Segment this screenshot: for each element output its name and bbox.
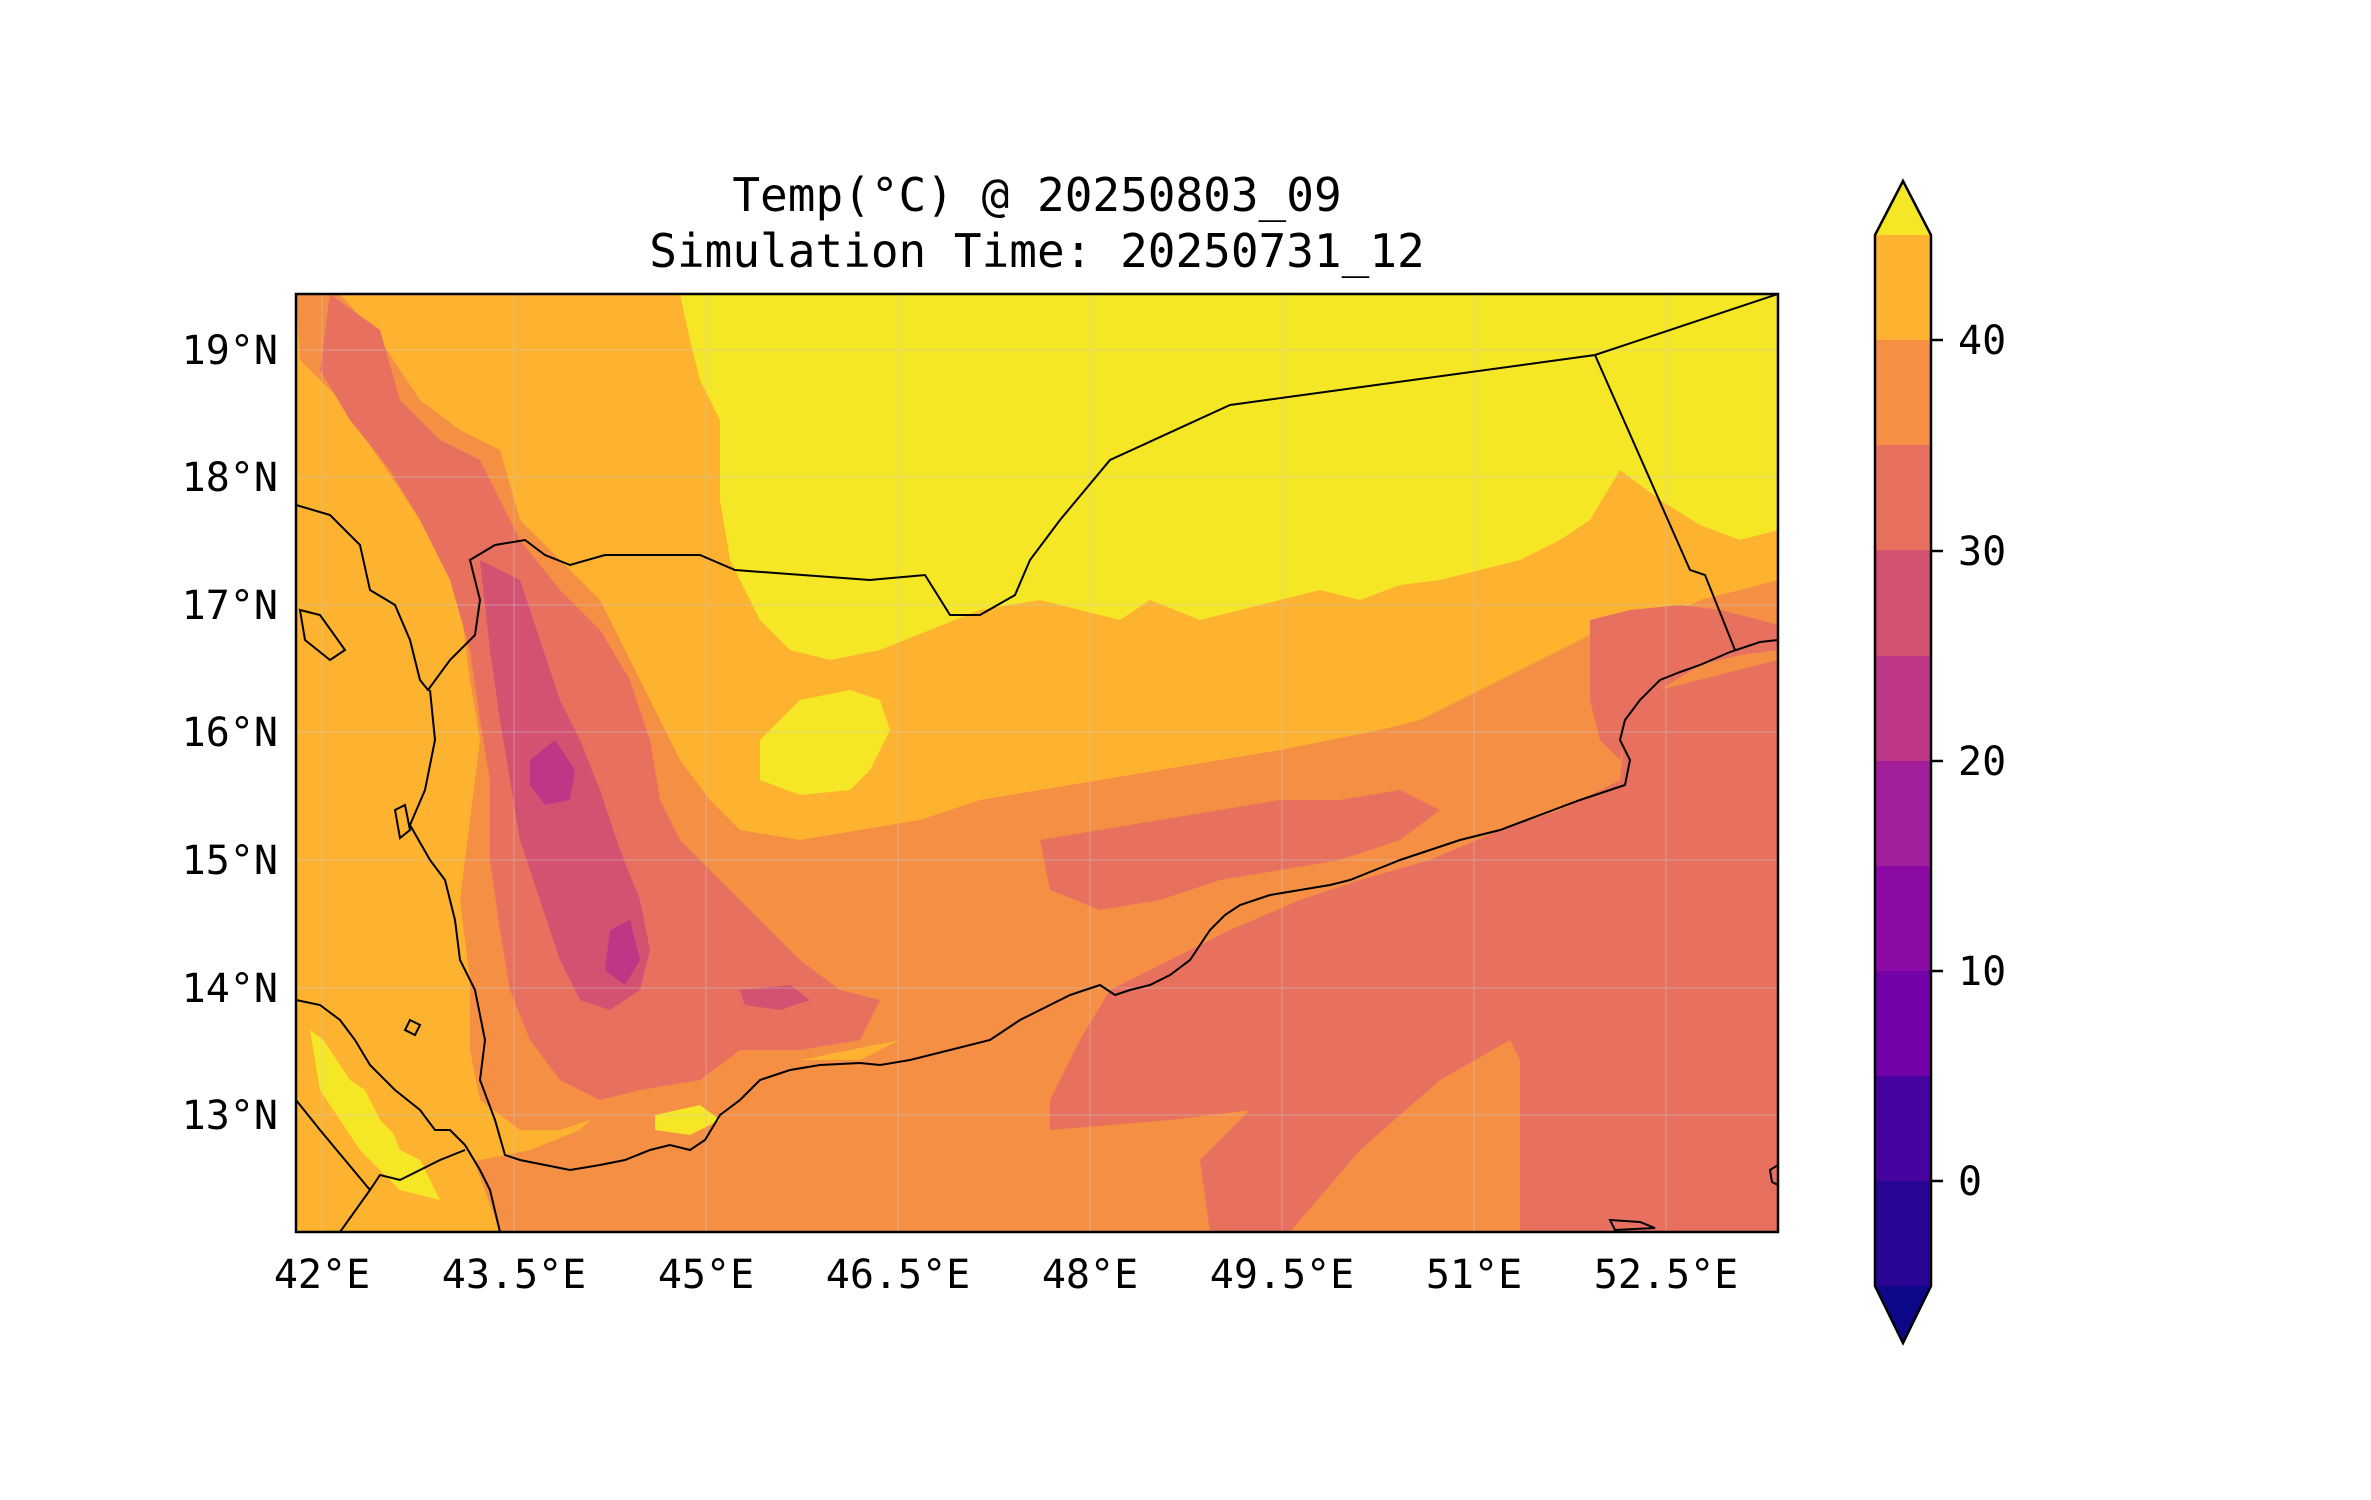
gridlines	[296, 294, 1778, 1232]
island-2	[393, 803, 412, 840]
y-tick-label-3: 16°N	[182, 710, 278, 756]
colorbar-segment-20	[1875, 656, 1931, 762]
map-title: Temp(°C) @ 20250803_09	[732, 168, 1342, 222]
colorbar-tick-label-10: 10	[1958, 949, 2006, 995]
colorbar-outline	[1873, 178, 1933, 1346]
colorbar-tick-label-30: 30	[1958, 529, 2006, 575]
map-frame	[294, 292, 1780, 1234]
colorbar-segment-10	[1875, 866, 1931, 972]
red-sea-coast-saudi	[296, 294, 1778, 692]
highland-coldest-spot	[530, 740, 575, 805]
colorbar: 40 30 20 10 0	[1873, 178, 2006, 1346]
x-tick-label-5: 49.5°E	[1210, 1252, 1355, 1298]
southern-hot-patch	[655, 1105, 720, 1135]
red-sea-hottest-spot	[310, 1030, 440, 1200]
y-tick-label-0: 19°N	[182, 328, 278, 374]
island-3	[403, 1018, 422, 1037]
colorbar-segment-15	[1875, 761, 1931, 867]
african-coast	[296, 999, 501, 1232]
island-socotra	[1608, 1218, 1656, 1232]
central-hot-patch	[760, 690, 890, 795]
arabian-sea-cool-region	[1050, 640, 1778, 1232]
colorbar-tick-label-20: 20	[1958, 739, 2006, 785]
island-1	[298, 608, 347, 662]
x-tick-label-6: 51°E	[1426, 1252, 1522, 1298]
colorbar-tick-label-40: 40	[1958, 318, 2006, 364]
northeast-cool-region	[1590, 605, 1778, 760]
latitude-labels: 19°N 18°N 17°N 16°N 15°N 14°N 13°N	[182, 328, 278, 1139]
colorbar-extend-above	[1875, 181, 1931, 235]
yemen-south-coast	[408, 639, 1778, 1172]
y-tick-label-5: 14°N	[182, 966, 278, 1012]
djibouti-border	[296, 1099, 372, 1232]
y-tick-label-2: 17°N	[182, 583, 278, 629]
longitude-labels: 42°E 43.5°E 45°E 46.5°E 48°E 49.5°E 51°E…	[274, 1252, 1738, 1298]
x-tick-label-7: 52.5°E	[1594, 1252, 1739, 1298]
colorbar-segment-35	[1875, 340, 1931, 446]
highland-cool-region	[320, 294, 880, 1100]
x-tick-label-1: 43.5°E	[442, 1252, 587, 1298]
x-tick-label-3: 46.5°E	[826, 1252, 971, 1298]
x-tick-label-0: 42°E	[274, 1252, 370, 1298]
map-subtitle: Simulation Time: 20250731_12	[649, 224, 1425, 278]
y-tick-label-1: 18°N	[182, 455, 278, 501]
colorbar-segment-30	[1875, 445, 1931, 551]
djibouti-coast	[369, 1149, 466, 1191]
colorbar-segment-25	[1875, 550, 1931, 656]
highland-cold-spot-3	[740, 985, 810, 1010]
y-tick-label-4: 15°N	[182, 838, 278, 884]
island-east-1	[1768, 1163, 1778, 1187]
eastern-cool-band	[1040, 790, 1440, 910]
temperature-field	[296, 294, 1778, 1232]
colorbar-segment-minus5	[1875, 1181, 1931, 1287]
coastlines-and-borders	[296, 294, 1778, 1232]
x-tick-label-2: 45°E	[658, 1252, 754, 1298]
colorbar-segment-5	[1875, 971, 1931, 1077]
colorbar-segment-40	[1875, 235, 1931, 341]
desert-hottest-region	[680, 294, 1778, 660]
y-tick-label-6: 13°N	[182, 1093, 278, 1139]
colorbar-segment-0	[1875, 1076, 1931, 1182]
colorbar-extend-below	[1875, 1286, 1931, 1343]
x-tick-label-4: 48°E	[1042, 1252, 1138, 1298]
yemen-oman-border	[1594, 354, 1736, 651]
highland-coldest-spot-2	[605, 920, 640, 985]
colorbar-tick-marks	[1931, 338, 1943, 1183]
colorbar-tick-label-0: 0	[1958, 1159, 1982, 1205]
